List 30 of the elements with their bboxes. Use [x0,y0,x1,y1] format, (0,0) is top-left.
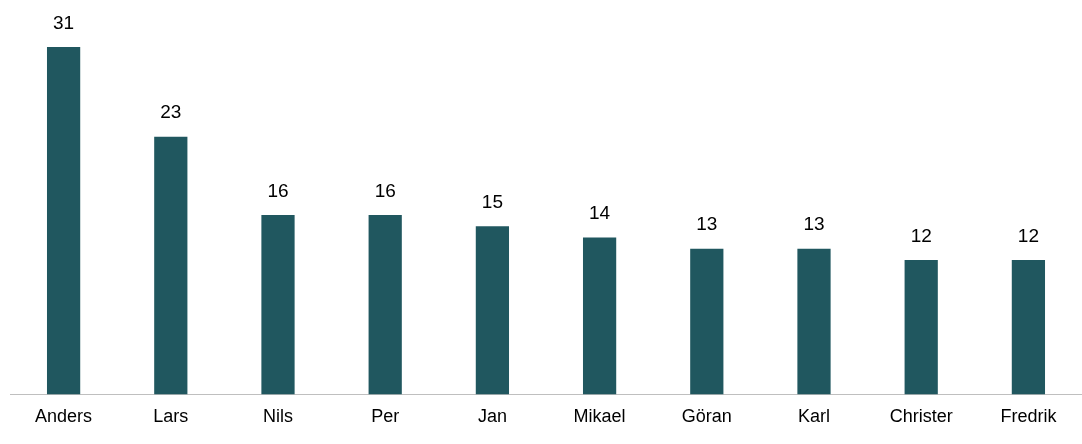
data-label: 15 [481,191,503,213]
data-label: 13 [696,213,718,235]
bar [904,259,938,395]
x-tick-label: Göran [681,406,732,427]
x-tick-label: Fredrik [1000,406,1058,427]
data-label: 31 [53,11,75,33]
x-tick-label: Lars [153,406,189,427]
bar [261,215,295,395]
data-label: 23 [160,101,182,123]
x-tick-label: Jan [477,406,507,427]
data-label: 12 [910,224,932,246]
bar [797,248,831,395]
x-tick-label: Karl [797,406,831,427]
bar [1011,259,1046,395]
bar [582,237,617,395]
data-label: 16 [267,179,289,201]
data-label: 16 [374,179,396,201]
x-tick-label: Mikael [573,406,626,427]
bar [46,47,81,395]
data-label: 12 [1017,224,1039,246]
x-tick-label: Anders [35,406,93,427]
bar [690,248,724,395]
bar [475,226,510,395]
data-label: 14 [589,202,611,224]
bar [154,136,188,395]
x-tick-label: Nils [263,406,293,427]
x-tick-label: Per [371,406,400,427]
data-label: 13 [803,213,825,235]
x-tick-label: Christer [889,406,953,427]
bar [368,215,402,395]
